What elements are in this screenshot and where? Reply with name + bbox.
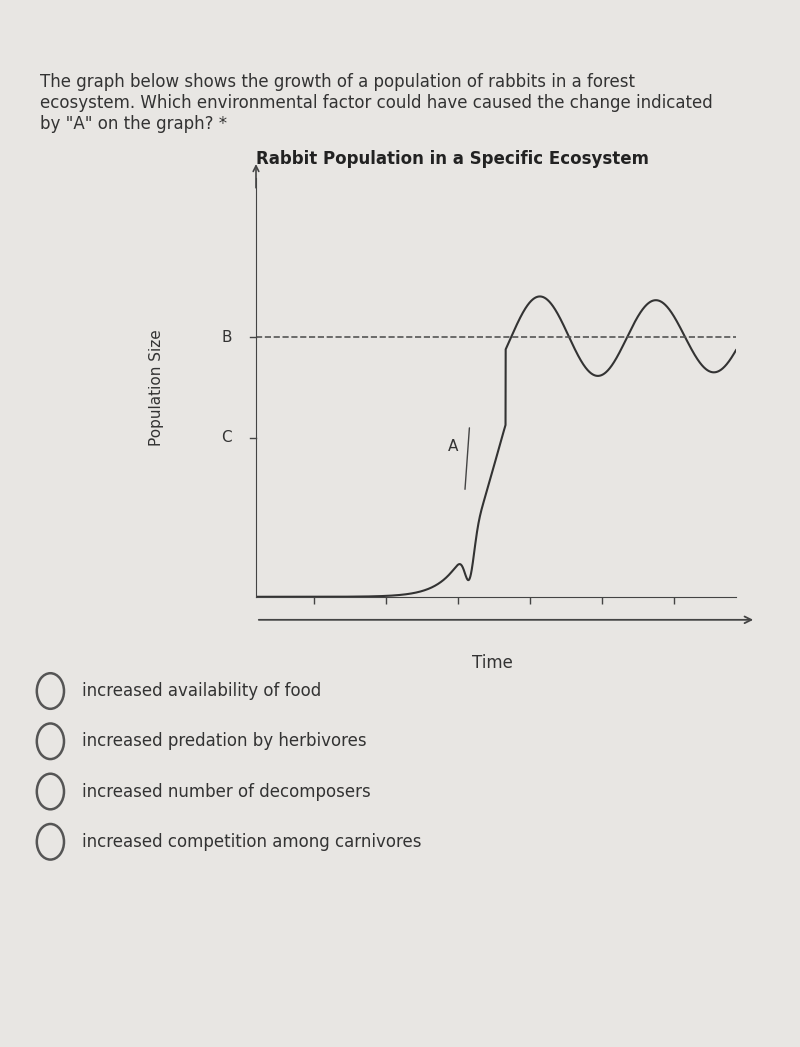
Text: Time: Time (471, 654, 513, 672)
Text: increased number of decomposers: increased number of decomposers (82, 782, 371, 801)
Text: increased availability of food: increased availability of food (82, 682, 322, 700)
Text: C: C (222, 430, 232, 445)
Text: B: B (222, 330, 232, 344)
Text: Population Size: Population Size (149, 329, 163, 446)
Text: Rabbit Population in a Specific Ecosystem: Rabbit Population in a Specific Ecosyste… (256, 150, 649, 169)
Text: A: A (448, 439, 458, 453)
Text: increased predation by herbivores: increased predation by herbivores (82, 732, 367, 751)
Text: increased competition among carnivores: increased competition among carnivores (82, 832, 422, 851)
Text: The graph below shows the growth of a population of rabbits in a forest
ecosyste: The graph below shows the growth of a po… (40, 73, 713, 133)
